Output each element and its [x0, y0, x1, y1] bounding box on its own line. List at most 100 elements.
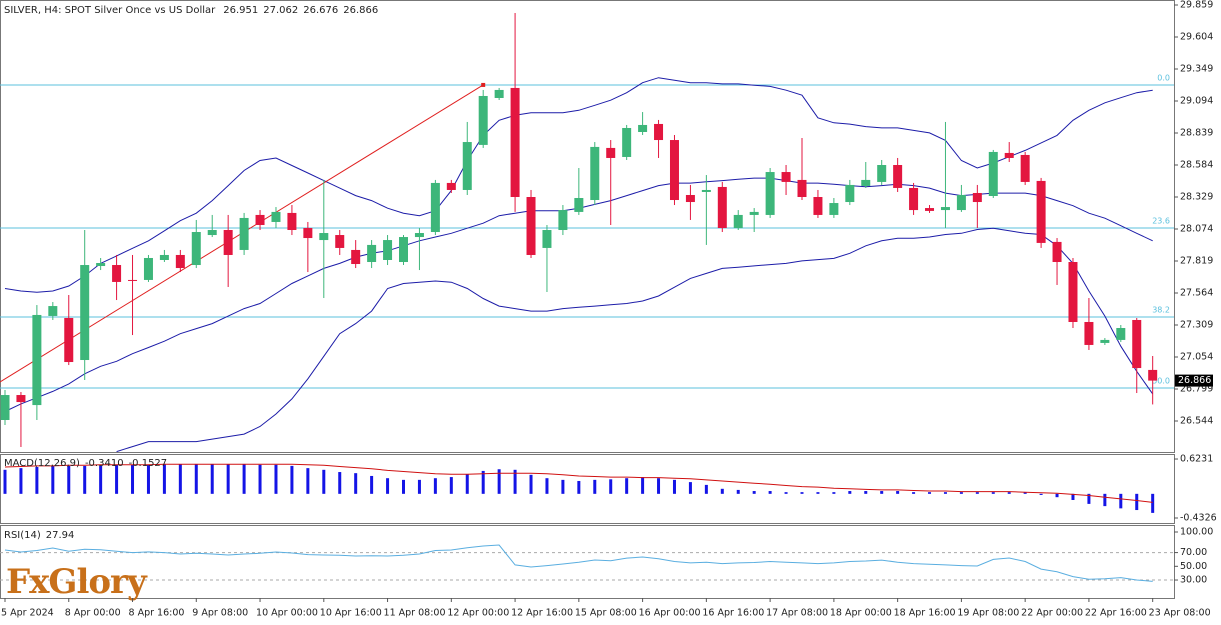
macd-bar: [1135, 493, 1139, 511]
candle-body: [223, 230, 233, 255]
macd-bar: [497, 469, 501, 494]
x-tick-label: 22 Apr 00:00: [1021, 608, 1083, 619]
candle-body: [335, 235, 345, 248]
macd-bar: [912, 492, 916, 494]
candle-body: [893, 165, 903, 188]
candle-body: [96, 263, 106, 267]
macd-bar: [162, 464, 166, 494]
x-tick-label: 8 Apr 16:00: [129, 608, 185, 619]
candle-body: [414, 233, 424, 238]
candle-body: [367, 244, 377, 263]
fib-label: 38.2: [1152, 305, 1170, 314]
x-tick-label: 19 Apr 08:00: [957, 608, 1019, 619]
macd-bar: [290, 465, 294, 494]
y-tick-label: 29.349: [1180, 64, 1213, 75]
rsi-tick-label: 30.00: [1180, 575, 1207, 586]
candle-body: [1004, 152, 1014, 158]
macd-bar: [880, 491, 884, 494]
candle-body: [16, 395, 26, 403]
candle-body: [510, 87, 520, 198]
candle-body: [685, 194, 695, 203]
macd-bar: [593, 479, 597, 494]
candle-body: [255, 214, 265, 225]
macd-bar: [433, 478, 437, 494]
x-tick-label: 15 Apr 08:00: [575, 608, 637, 619]
macd-bar: [609, 479, 613, 494]
candle-body: [1148, 369, 1158, 381]
rsi-header: RSI(14) 27.94: [4, 530, 74, 541]
candle-body: [175, 254, 185, 269]
y-tick-label: 29.859: [1180, 0, 1213, 11]
macd-bar: [800, 492, 804, 494]
y-tick-label: 27.819: [1180, 256, 1213, 267]
macd-bar: [1023, 492, 1027, 494]
macd-signal: [4, 463, 1153, 503]
candle-body: [399, 237, 408, 263]
candle-body: [64, 317, 74, 363]
ohlc-open: 26.951: [223, 5, 258, 16]
macd-bar: [1039, 493, 1043, 495]
macd-bar: [322, 469, 326, 494]
x-tick-label: 18 Apr 16:00: [894, 608, 956, 619]
macd-bar: [465, 474, 469, 494]
rsi-tick-label: 100.00: [1180, 527, 1213, 538]
candle-body: [972, 192, 982, 203]
candle-body: [717, 186, 727, 228]
candle-body: [446, 182, 456, 190]
macd-bar: [210, 464, 214, 494]
main-plot: 0.0 23.6 38.2 50.0: [0, 13, 1174, 452]
macd-bar: [67, 465, 71, 494]
candle-body: [877, 165, 887, 182]
candle-body: [925, 208, 935, 211]
macd-bar: [354, 473, 358, 494]
candle-body: [701, 189, 711, 192]
candle-body: [638, 124, 648, 132]
candle-body: [813, 197, 823, 215]
macd-bar: [1007, 492, 1011, 494]
candle-body: [207, 230, 217, 236]
candle-body: [765, 172, 775, 215]
candle-body: [1084, 321, 1094, 345]
macd-bar: [672, 479, 676, 494]
trendline-handle: [481, 82, 486, 87]
macd-bar: [258, 464, 262, 494]
price-tag: [1175, 374, 1213, 387]
x-tick-label: 8 Apr 00:00: [65, 608, 121, 619]
macd-bar: [561, 479, 565, 494]
y-tick-label: 27.564: [1180, 288, 1213, 299]
chart-title: SILVER, H4: SPOT Silver Once vs US Dolla…: [4, 5, 216, 16]
fib-label: 50.0: [1152, 376, 1170, 385]
candle-body: [1020, 154, 1030, 182]
rsi-tick-label: 50.00: [1180, 561, 1207, 572]
macd-bar: [1119, 493, 1123, 509]
macd-bar: [449, 477, 453, 494]
price-tag-label: 26.866: [1178, 375, 1211, 386]
rsi-tick-label: 70.00: [1180, 547, 1207, 558]
y-tick-label: 28.329: [1180, 192, 1213, 203]
x-tick-label: 23 Apr 08:00: [1149, 608, 1211, 619]
rsi-line: [4, 544, 1153, 582]
candle-body: [287, 212, 297, 231]
rsi-plot: [0, 544, 1174, 582]
y-tick-label: 29.604: [1180, 32, 1213, 43]
candle-body: [319, 233, 329, 241]
macd-bar: [688, 482, 692, 494]
x-tick-label: 5 Apr 2024: [1, 608, 54, 619]
macd-tick-label: 0.6231: [1180, 454, 1213, 465]
candle-body: [558, 210, 568, 231]
macd-bar: [1103, 493, 1107, 507]
macd-bar: [226, 464, 230, 494]
macd-readout: -0.3410: [85, 458, 124, 469]
candle-body: [1052, 241, 1062, 263]
candle-body: [940, 207, 950, 211]
candle-body: [749, 211, 759, 215]
macd-bar: [146, 464, 150, 494]
macd-bar: [577, 480, 581, 494]
candle-body: [1036, 180, 1046, 243]
candle-body: [159, 254, 169, 260]
candle-body: [733, 214, 743, 228]
y-tick-label: 26.544: [1180, 416, 1213, 427]
x-tick-label: 12 Apr 16:00: [511, 608, 573, 619]
